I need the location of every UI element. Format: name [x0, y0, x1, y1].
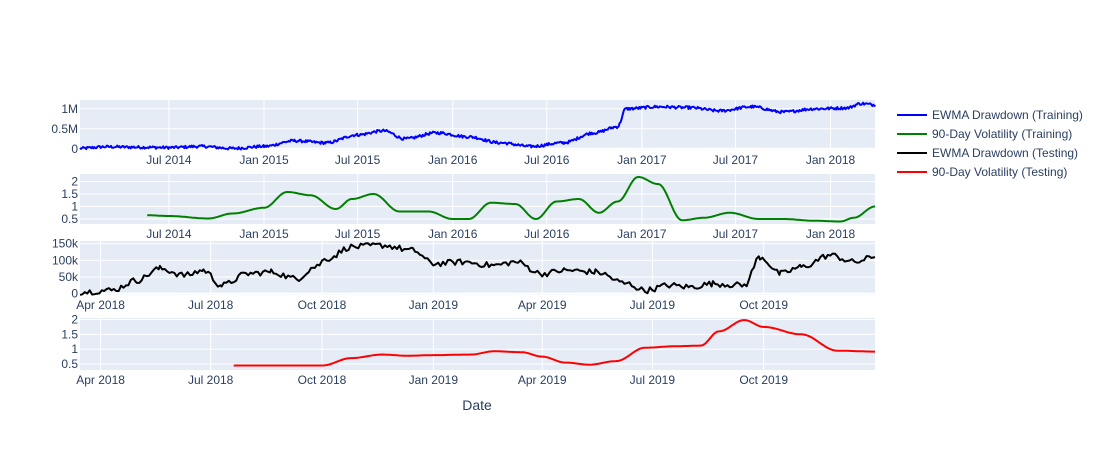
- x-tick-label: Jan 2019: [409, 373, 459, 387]
- x-tick-label: Apr 2018: [76, 373, 125, 387]
- x-tick-label: Jan 2016: [428, 227, 478, 241]
- y-tick-label: 1M: [61, 102, 78, 116]
- x-tick-label: Jul 2016: [524, 153, 570, 167]
- legend-item[interactable]: 90-Day Volatility (Training): [897, 127, 1072, 141]
- x-tick-label: Jul 2017: [713, 153, 759, 167]
- y-tick-label: 0.5: [61, 357, 78, 371]
- y-tick-label: 1.5: [61, 187, 78, 201]
- y-tick-label: 0.5: [61, 212, 78, 226]
- x-tick-label: Jul 2019: [630, 298, 676, 312]
- x-tick-label: Jan 2015: [239, 227, 289, 241]
- subplot-3: Apr 2018 Jul 2018 Oct 2018 Jan 2019 Apr 2019…: [52, 237, 876, 312]
- x-tick-label: Apr 2019: [518, 298, 567, 312]
- x-tick-label: Jul 2014: [146, 153, 192, 167]
- x-tick-label: Oct 2018: [298, 298, 347, 312]
- x-tick-label: Jul 2015: [335, 153, 381, 167]
- x-tick-label: Apr 2019: [518, 373, 567, 387]
- x-tick-label: Jul 2019: [630, 373, 676, 387]
- x-tick-label: Oct 2018: [298, 373, 347, 387]
- series-line-4: [233, 319, 875, 367]
- y-tick-label: 0: [71, 287, 78, 301]
- y-tick-label: 150k: [52, 237, 79, 251]
- y-tick-label: 50k: [59, 270, 79, 284]
- legend-label: EWMA Drawdown (Testing): [932, 146, 1078, 160]
- plot-area: [80, 318, 875, 370]
- legend[interactable]: EWMA Drawdown (Training) 90-Day Volatilit…: [897, 108, 1083, 179]
- y-tick-label: 1: [71, 200, 78, 214]
- x-tick-label: Jul 2014: [146, 227, 192, 241]
- series-line-1: [79, 101, 876, 151]
- y-tick-label: 100k: [52, 253, 79, 267]
- x-tick-label: Apr 2018: [76, 298, 125, 312]
- subplots: Jul 2014 Jan 2015 Jul 2015 Jan 2016 Jul 2016…: [51, 100, 876, 387]
- x-tick-label: Oct 2019: [739, 298, 788, 312]
- y-tick-label: 0: [71, 142, 78, 156]
- x-tick-label: Jul 2016: [524, 227, 570, 241]
- y-tick-label: 1.5: [61, 327, 78, 341]
- x-tick-label: Jul 2017: [713, 227, 759, 241]
- y-tick-label: 0.5M: [51, 122, 78, 136]
- legend-item[interactable]: EWMA Drawdown (Training): [897, 108, 1083, 122]
- series-line-3: [79, 242, 876, 296]
- legend-item[interactable]: EWMA Drawdown (Testing): [897, 146, 1078, 160]
- subplot-4: Apr 2018 Jul 2018 Oct 2018 Jan 2019 Apr 2019…: [61, 312, 875, 387]
- subplot-1: Jul 2014 Jan 2015 Jul 2015 Jan 2016 Jul 2016…: [51, 100, 876, 167]
- x-tick-label: Jul 2015: [335, 227, 381, 241]
- x-tick-label: Jan 2018: [806, 227, 856, 241]
- plot-area: [80, 241, 875, 295]
- legend-label: 90-Day Volatility (Testing): [932, 165, 1067, 179]
- x-tick-label: Jul 2018: [188, 373, 234, 387]
- x-tick-label: Oct 2019: [739, 373, 788, 387]
- subplot-2: Jul 2014 Jan 2015 Jul 2015 Jan 2016 Jul 2016…: [61, 174, 876, 241]
- x-tick-label: Jan 2019: [409, 298, 459, 312]
- legend-label: 90-Day Volatility (Training): [932, 127, 1072, 141]
- x-tick-label: Jan 2015: [239, 153, 289, 167]
- y-tick-label: 2: [71, 312, 78, 326]
- series-line-2: [147, 176, 876, 223]
- x-tick-label: Jan 2017: [617, 153, 667, 167]
- legend-label: EWMA Drawdown (Training): [932, 108, 1083, 122]
- x-tick-label: Jan 2018: [806, 153, 856, 167]
- x-tick-label: Jul 2018: [188, 298, 234, 312]
- y-tick-label: 2: [71, 175, 78, 189]
- y-tick-label: 1: [71, 342, 78, 356]
- legend-item[interactable]: 90-Day Volatility (Testing): [897, 165, 1067, 179]
- x-tick-label: Jan 2017: [617, 227, 667, 241]
- x-axis-title: Date: [462, 397, 492, 413]
- x-tick-label: Jan 2016: [428, 153, 478, 167]
